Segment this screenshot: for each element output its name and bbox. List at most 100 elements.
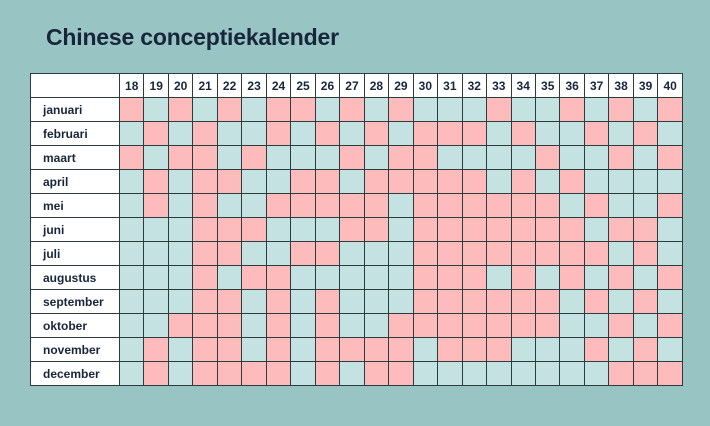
blue-cell [583, 265, 610, 290]
month-label: april [30, 169, 120, 194]
pink-cell [608, 361, 634, 386]
pink-cell [632, 121, 659, 146]
pink-cell [632, 289, 659, 314]
blue-cell [510, 97, 536, 122]
pink-cell [657, 145, 683, 170]
blue-cell [216, 145, 243, 170]
pink-cell [437, 289, 463, 314]
blue-cell [632, 97, 659, 122]
table-row: april [30, 169, 683, 194]
blue-cell [118, 361, 145, 386]
pink-cell [339, 97, 365, 122]
blue-cell [534, 121, 561, 146]
blue-cell [241, 289, 267, 314]
table-row: juli [30, 241, 683, 266]
pink-cell [265, 337, 292, 362]
blue-cell [290, 121, 316, 146]
pink-cell [339, 193, 365, 218]
pink-cell [534, 241, 561, 266]
blue-cell [339, 121, 365, 146]
blue-cell [461, 97, 488, 122]
pink-cell [608, 217, 634, 242]
pink-cell [510, 289, 536, 314]
blue-cell [314, 265, 341, 290]
pink-cell [583, 121, 610, 146]
pink-cell [559, 265, 585, 290]
blue-cell [657, 289, 683, 314]
pink-cell [486, 313, 512, 338]
blue-cell [583, 313, 610, 338]
pink-cell [363, 217, 390, 242]
pink-cell [265, 313, 292, 338]
blue-cell [265, 145, 292, 170]
column-header-age: 32 [461, 73, 488, 98]
blue-cell [339, 289, 365, 314]
pink-cell [265, 265, 292, 290]
pink-cell [510, 217, 536, 242]
month-label: september [30, 289, 120, 314]
pink-cell [314, 121, 341, 146]
pink-cell [314, 337, 341, 362]
table-row: augustus [30, 265, 683, 290]
pink-cell [118, 97, 145, 122]
pink-cell [118, 145, 145, 170]
blue-cell [657, 169, 683, 194]
blue-cell [241, 97, 267, 122]
pink-cell [461, 265, 488, 290]
column-header-age: 36 [559, 73, 585, 98]
blue-cell [388, 121, 414, 146]
blue-cell [265, 169, 292, 194]
blue-cell [167, 265, 194, 290]
month-label: november [30, 337, 120, 362]
pink-cell [314, 169, 341, 194]
pink-cell [510, 121, 536, 146]
pink-cell [388, 337, 414, 362]
pink-cell [339, 217, 365, 242]
pink-cell [216, 313, 243, 338]
column-header-age: 40 [657, 73, 683, 98]
blue-cell [167, 217, 194, 242]
blue-cell [632, 313, 659, 338]
blue-cell [290, 217, 316, 242]
pink-cell [192, 241, 218, 266]
pink-cell [534, 313, 561, 338]
pink-cell [437, 313, 463, 338]
blue-cell [583, 361, 610, 386]
blue-cell [534, 337, 561, 362]
blue-cell [583, 169, 610, 194]
blue-cell [290, 289, 316, 314]
blue-cell [559, 193, 585, 218]
blue-cell [265, 241, 292, 266]
blue-cell [241, 337, 267, 362]
blue-cell [461, 145, 488, 170]
blue-cell [534, 265, 561, 290]
blue-cell [534, 361, 561, 386]
pink-cell [241, 265, 267, 290]
blue-cell [118, 193, 145, 218]
blue-cell [167, 337, 194, 362]
blue-cell [437, 361, 463, 386]
blue-cell [608, 289, 634, 314]
conception-calendar-table: 18 19 20 21 22 23 24 25 26 27 28 29 30 31 32 33 34 35 36 37… [30, 73, 683, 386]
pink-cell [265, 193, 292, 218]
month-label: februari [30, 121, 120, 146]
table-row: juni [30, 217, 683, 242]
pink-cell [241, 361, 267, 386]
column-header-age: 28 [363, 73, 390, 98]
blue-cell [339, 169, 365, 194]
pink-cell [461, 121, 488, 146]
pink-cell [657, 97, 683, 122]
pink-cell [265, 97, 292, 122]
pink-cell [412, 241, 439, 266]
pink-cell [290, 193, 316, 218]
pink-cell [632, 217, 659, 242]
pink-cell [632, 361, 659, 386]
blue-cell [559, 121, 585, 146]
blue-cell [167, 121, 194, 146]
pink-cell [632, 337, 659, 362]
column-header-age: 37 [583, 73, 610, 98]
blue-cell [534, 169, 561, 194]
blue-cell [608, 193, 634, 218]
blue-cell [632, 145, 659, 170]
column-header-age: 20 [167, 73, 194, 98]
